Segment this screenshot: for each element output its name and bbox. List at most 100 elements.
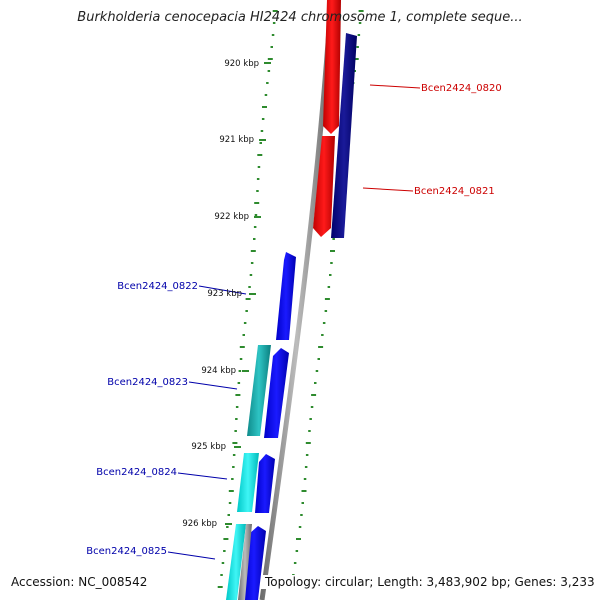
gc-dot <box>257 166 261 168</box>
gc-dot <box>226 526 229 528</box>
gc-dot <box>235 394 241 396</box>
gene-label-0820[interactable]: Bcen2424_0820 <box>421 83 502 94</box>
gc-dot <box>293 562 297 564</box>
gc-dot <box>324 310 328 312</box>
gc-dot <box>231 478 234 480</box>
gc-dot <box>250 262 254 264</box>
cds-forward-red-1[interactable] <box>323 0 341 134</box>
gc-dot <box>267 70 271 72</box>
gc-dot <box>358 22 362 24</box>
gc-dot <box>248 286 251 288</box>
gene-labels: Bcen2424_0820 Bcen2424_0821 Bcen2424_082… <box>86 83 502 557</box>
gc-dot <box>324 298 330 300</box>
accession-text: Accession: NC_008542 <box>9 575 150 589</box>
gc-dot <box>261 118 265 120</box>
gc-dot <box>357 34 361 36</box>
gc-dot <box>267 58 273 60</box>
gc-dot <box>304 466 308 468</box>
gene-label-0822[interactable]: Bcen2424_0822 <box>117 281 198 292</box>
gc-dot <box>314 382 317 384</box>
scale-tick <box>225 523 232 525</box>
gc-dot <box>223 550 226 552</box>
gc-dot <box>250 250 256 252</box>
gc-dot <box>311 394 317 396</box>
gene-label-0821[interactable]: Bcen2424_0821 <box>414 186 495 197</box>
gc-dot <box>301 502 304 504</box>
gc-dot <box>242 334 245 336</box>
gc-dot <box>353 58 359 60</box>
gc-dot <box>358 10 364 12</box>
gc-dot <box>272 10 278 12</box>
tick-labels: 920 kbp 921 kbp 922 kbp 923 kbp 924 kbp … <box>182 59 259 529</box>
gc-dot <box>272 22 276 24</box>
gc-dot <box>256 190 259 192</box>
gc-dot <box>270 46 273 48</box>
gc-dot <box>223 538 229 540</box>
gc-dot <box>228 490 234 492</box>
cds-teal[interactable] <box>247 345 271 436</box>
gc-dot <box>253 238 256 240</box>
tick-label-926: 926 kbp <box>182 519 217 529</box>
cds-grey[interactable] <box>238 524 252 600</box>
gc-dot <box>228 502 232 504</box>
gc-dot <box>301 490 307 492</box>
gc-dot <box>243 322 247 324</box>
cds-blue-0824[interactable] <box>255 454 275 513</box>
scale-tick <box>254 216 261 218</box>
gc-dot <box>353 70 356 72</box>
gc-dot <box>264 94 268 96</box>
gc-dot <box>309 418 312 420</box>
gc-dot <box>256 178 260 180</box>
gc-dot <box>322 322 326 324</box>
gc-dot <box>237 382 241 384</box>
gc-dot <box>253 226 257 228</box>
gene-label-0824[interactable]: Bcen2424_0824 <box>96 467 177 478</box>
scale-tick <box>234 446 241 448</box>
gc-dot <box>232 454 236 456</box>
gc-dot <box>259 142 262 144</box>
gc-dot <box>298 526 302 528</box>
tick-label-920: 920 kbp <box>224 59 259 69</box>
tick-label-924: 924 kbp <box>201 366 236 376</box>
gc-dot <box>305 442 311 444</box>
cds-reverse-navy[interactable] <box>331 33 357 238</box>
gc-dot <box>245 310 248 312</box>
gc-dot <box>260 130 264 132</box>
cds-blue-0823[interactable] <box>264 348 289 438</box>
gc-dot <box>310 406 314 408</box>
gc-dot <box>300 514 303 516</box>
tick-label-925: 925 kbp <box>191 442 226 452</box>
gene-label-0823[interactable]: Bcen2424_0823 <box>107 377 188 388</box>
gc-dot <box>235 406 239 408</box>
tick-label-923: 923 kbp <box>207 289 242 299</box>
gc-dot <box>234 430 237 432</box>
gc-dot <box>238 370 242 372</box>
cds-blue-0822[interactable] <box>276 252 296 340</box>
gc-dot <box>266 82 269 84</box>
gc-dot <box>257 154 263 156</box>
gc-dot <box>317 358 320 360</box>
gc-dot <box>221 562 225 564</box>
cds-cyan-1[interactable] <box>237 453 259 512</box>
gc-dot <box>271 34 275 36</box>
scale-tick <box>259 139 266 141</box>
gc-dot <box>332 238 335 240</box>
gc-dot <box>318 346 324 348</box>
cds-forward-red-2[interactable] <box>313 136 335 237</box>
gc-dot <box>239 346 245 348</box>
gc-dot <box>356 46 359 48</box>
gc-dot <box>305 454 309 456</box>
gc-dot <box>303 478 307 480</box>
cds-cyan-2[interactable] <box>226 524 246 600</box>
gc-dot <box>330 262 333 264</box>
gene-label-0825[interactable]: Bcen2424_0825 <box>86 546 167 557</box>
scale-tick <box>242 370 249 372</box>
gc-dot <box>308 430 311 432</box>
gene-label-lines <box>167 84 421 560</box>
gc-dot <box>232 442 238 444</box>
gc-dot <box>245 298 251 300</box>
gc-dot <box>254 214 258 216</box>
tick-label-922: 922 kbp <box>214 212 249 222</box>
